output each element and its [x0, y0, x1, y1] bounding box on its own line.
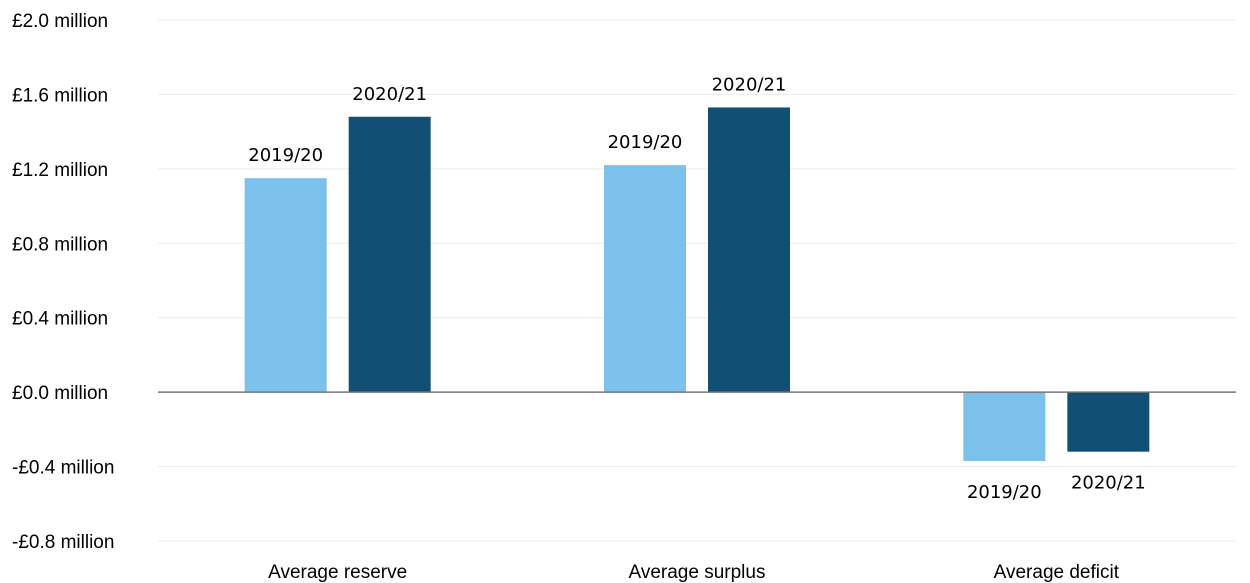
y-tick-label: £0.4 million: [12, 309, 108, 330]
x-axis-category-labels: Average reserve Average surplus Average de…: [268, 562, 1120, 583]
y-tick-label: £1.2 million: [12, 160, 108, 181]
x-category-label: Average reserve: [268, 562, 407, 583]
y-tick-label: £0.8 million: [12, 234, 108, 255]
bar-series1-average-reserve: [244, 178, 327, 393]
y-tick-label: £0.0 million: [12, 383, 108, 404]
x-category-label: Average surplus: [629, 562, 766, 583]
y-tick-label: -£0.8 million: [12, 532, 114, 553]
bar-series2-average-reserve: [348, 116, 431, 393]
data-label: 2019/20: [608, 132, 683, 153]
data-label: 2019/20: [248, 145, 323, 166]
bars: [244, 107, 1150, 461]
x-category-label: Average deficit: [994, 562, 1120, 583]
y-axis-tick-labels: £2.0 million £1.6 million £1.2 million £0.8…: [12, 11, 114, 553]
data-labels: 2019/20 2020/21 2019/20 2020/21 2019/20 2020/…: [248, 74, 1145, 503]
y-tick-label: £1.6 million: [12, 85, 108, 106]
bar-series2-average-surplus: [708, 107, 790, 393]
bar-series1-average-surplus: [604, 165, 686, 393]
data-label: 2020/21: [1071, 473, 1146, 494]
y-tick-label: -£0.4 million: [12, 458, 114, 479]
data-label: 2020/21: [712, 74, 787, 95]
bar-series1-average-deficit: [963, 392, 1046, 461]
gridlines: [158, 19, 1236, 542]
data-label: 2020/21: [352, 84, 427, 105]
bar-series2-average-deficit: [1067, 392, 1150, 452]
data-label: 2019/20: [967, 482, 1042, 503]
y-tick-label: £2.0 million: [12, 11, 108, 32]
